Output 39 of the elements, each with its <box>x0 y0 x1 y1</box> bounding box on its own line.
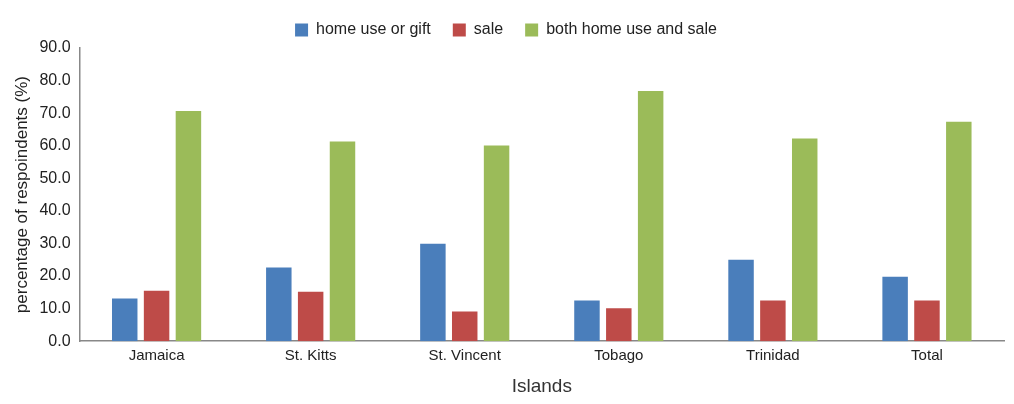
bar <box>266 267 292 342</box>
x-tick-label: St. Kitts <box>284 346 337 364</box>
bar <box>606 308 632 342</box>
x-tick-label: St. Vincent <box>428 346 502 364</box>
bar <box>914 300 940 342</box>
x-tick-label: Jamaica <box>128 346 186 364</box>
bar <box>143 290 170 342</box>
y-tick-label: 10.0 <box>39 299 71 317</box>
y-tick-label: 0.0 <box>48 331 71 349</box>
legend-label: sale <box>473 20 504 38</box>
y-tick-label: 40.0 <box>39 201 71 219</box>
x-tick-label: Trinidad <box>746 346 800 364</box>
bar <box>452 311 478 342</box>
bar <box>112 298 138 342</box>
bar <box>946 121 972 342</box>
bar <box>574 300 600 342</box>
bar <box>483 145 510 342</box>
legend-label: both home use and sale <box>546 20 718 38</box>
bar <box>760 300 786 342</box>
bar <box>175 110 202 342</box>
x-tick-label: Total <box>911 346 943 364</box>
y-tick-label: 50.0 <box>39 168 71 186</box>
bar <box>637 91 664 342</box>
bar <box>329 141 356 342</box>
bar <box>791 138 818 342</box>
y-tick-label: 20.0 <box>39 266 71 284</box>
bar <box>420 243 446 342</box>
x-axis-title: Islands <box>511 374 572 396</box>
y-tick-label: 70.0 <box>39 103 71 121</box>
bar <box>297 291 324 342</box>
bar <box>882 276 908 342</box>
legend-label: home use or gift <box>316 20 432 38</box>
y-tick-label: 90.0 <box>39 38 71 56</box>
y-tick-label: 30.0 <box>39 233 71 251</box>
bar <box>728 259 754 342</box>
x-tick-label: Tobago <box>594 346 644 364</box>
y-tick-label: 60.0 <box>39 136 71 154</box>
y-tick-label: 80.0 <box>39 70 71 88</box>
y-axis-title: percentage of respoindents (%) <box>11 76 31 314</box>
